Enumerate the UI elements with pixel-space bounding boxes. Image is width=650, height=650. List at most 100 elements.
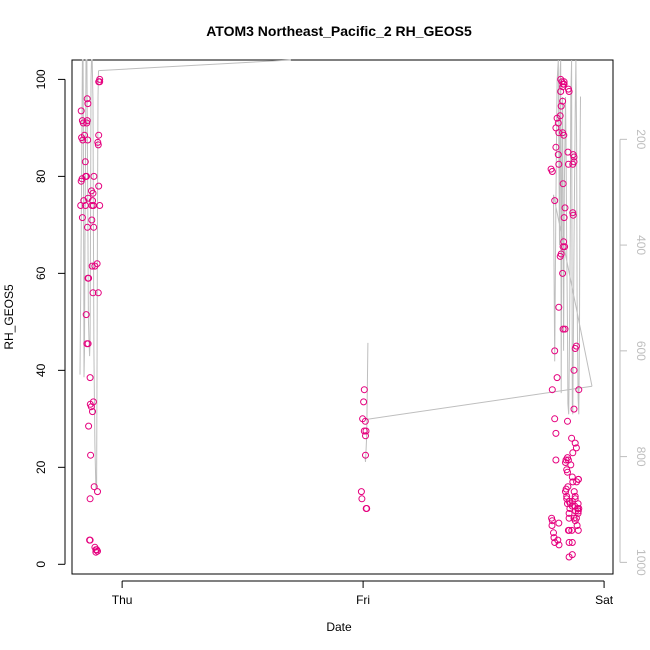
pressure-profile-fri-sat <box>364 385 593 421</box>
pressure-profile-fri <box>364 342 369 462</box>
data-point-94 <box>555 541 563 549</box>
data-point-124 <box>559 325 567 333</box>
data-point-61 <box>96 202 104 209</box>
data-point-148 <box>565 553 573 561</box>
data-point-31 <box>87 451 95 459</box>
y-tick-label-60: 60 <box>34 266 48 280</box>
data-point-68 <box>361 417 369 425</box>
data-point-66 <box>360 398 368 406</box>
data-point-101 <box>554 119 562 127</box>
data-point-188 <box>572 514 580 522</box>
data-point-80 <box>551 347 559 355</box>
y-tick-label-40: 40 <box>34 363 48 377</box>
data-point-12 <box>81 158 89 166</box>
axes-layer: 0 20 40 60 80 100 Thu Fri Sat 200 400 600 800 1000 <box>34 69 648 607</box>
data-point-171 <box>570 405 578 413</box>
data-point-74 <box>358 495 366 503</box>
data-point-119 <box>561 243 569 251</box>
data-point-0 <box>77 107 85 115</box>
data-point-83 <box>551 415 559 423</box>
data-point-175 <box>571 492 579 500</box>
data-point-97 <box>552 143 560 151</box>
data-point-73 <box>357 488 365 496</box>
data-point-85 <box>552 456 560 464</box>
data-point-117 <box>560 238 568 246</box>
data-point-190 <box>571 495 579 503</box>
y2-tick-label-600: 600 <box>634 341 648 361</box>
data-point-172 <box>571 439 579 447</box>
data-point-123 <box>555 303 563 311</box>
data-point-71 <box>362 432 369 440</box>
data-point-34 <box>86 536 94 544</box>
data-point-111 <box>556 112 564 120</box>
data-point-70 <box>362 427 370 435</box>
data-point-62 <box>93 260 101 268</box>
data-point-122 <box>559 269 567 277</box>
data-point-146 <box>568 539 576 546</box>
y2-tick-label-200: 200 <box>634 129 648 149</box>
data-point-189 <box>574 526 582 534</box>
data-point-79 <box>551 197 559 205</box>
data-point-52 <box>92 548 100 556</box>
data-point-109 <box>557 88 565 95</box>
data-point-98 <box>554 151 562 159</box>
data-point-89 <box>550 529 557 537</box>
pressure-profile-sat <box>553 59 593 415</box>
data-point-27 <box>85 422 93 430</box>
data-point-88 <box>548 522 556 529</box>
data-point-141 <box>565 509 573 517</box>
x-tick-label-thu: Thu <box>112 593 133 607</box>
data-point-41 <box>88 216 96 224</box>
data-point-8 <box>78 214 86 222</box>
y-axis-label: RH_GEOS5 <box>2 284 16 350</box>
data-point-65 <box>360 386 368 394</box>
x-tick-label-fri: Fri <box>356 593 370 607</box>
data-point-110 <box>557 102 565 110</box>
data-point-125 <box>561 325 569 333</box>
y-tick-label-80: 80 <box>34 169 48 183</box>
data-point-24 <box>82 311 90 319</box>
data-point-93 <box>554 536 562 544</box>
data-point-114 <box>559 180 567 188</box>
data-point-40 <box>90 172 98 180</box>
data-point-115 <box>561 204 569 212</box>
data-point-72 <box>362 451 369 459</box>
data-point-182 <box>575 475 582 483</box>
data-point-149 <box>565 514 573 522</box>
data-point-16 <box>83 95 91 103</box>
data-point-47 <box>89 408 96 416</box>
data-point-152 <box>569 478 577 486</box>
data-point-143 <box>565 526 573 534</box>
data-point-23 <box>84 274 92 282</box>
data-point-169 <box>572 342 580 350</box>
data-point-64 <box>94 488 101 496</box>
data-point-7 <box>77 202 85 209</box>
data-point-76 <box>362 505 370 512</box>
data-point-135 <box>564 483 572 491</box>
y2-tick-label-1000: 1000 <box>634 549 648 576</box>
pressure-profile-thu-fri <box>98 59 291 72</box>
data-point-82 <box>548 386 556 394</box>
data-point-161 <box>564 160 572 168</box>
data-point-121 <box>556 252 564 260</box>
data-point-43 <box>90 223 98 231</box>
data-point-108 <box>559 97 567 105</box>
data-point-156 <box>568 434 576 442</box>
data-point-113 <box>560 131 568 139</box>
data-point-170 <box>570 366 578 374</box>
data-point-3 <box>79 136 87 144</box>
chart-title: ATOM3 Northeast_Pacific_2 RH_GEOS5 <box>206 23 472 39</box>
pressure-profile-layer <box>79 59 593 489</box>
data-point-17 <box>84 136 92 144</box>
data-point-192 <box>575 386 583 394</box>
data-point-186 <box>574 509 582 517</box>
data-point-55 <box>96 75 104 83</box>
data-point-59 <box>94 141 102 149</box>
data-points-layer <box>77 75 583 561</box>
data-point-14 <box>83 119 91 127</box>
data-point-28 <box>86 374 94 382</box>
data-point-26 <box>84 340 92 348</box>
data-point-11 <box>83 172 90 180</box>
data-point-153 <box>568 473 576 481</box>
